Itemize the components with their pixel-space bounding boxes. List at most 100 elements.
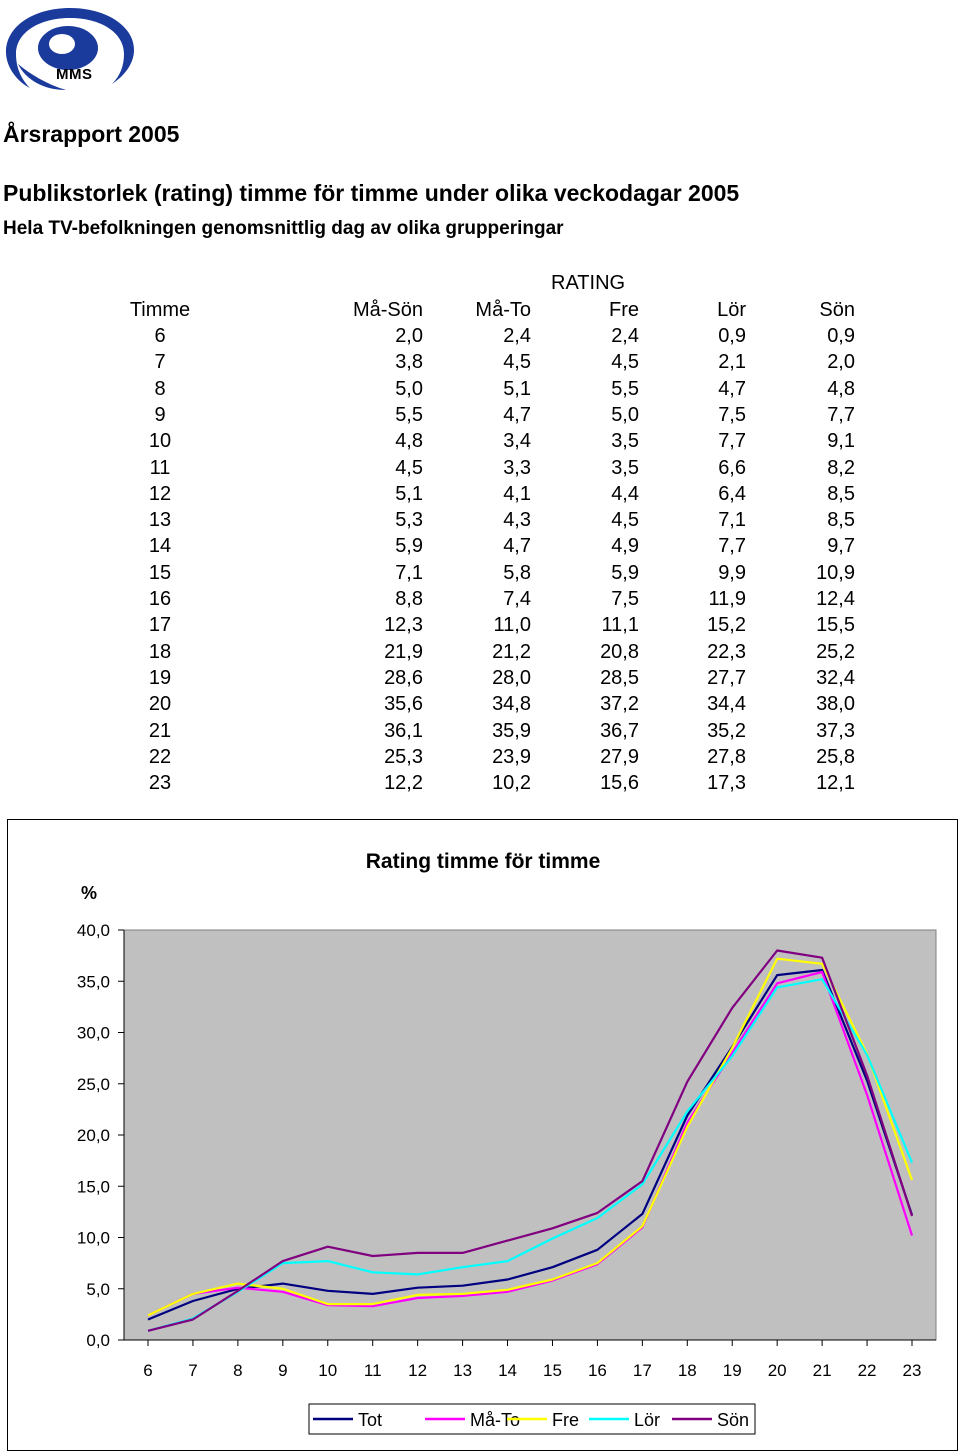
x-tick-label: 17 bbox=[633, 1361, 652, 1380]
table-cell-ma-son: 28,6 bbox=[384, 666, 423, 689]
table-cell-lor: 34,4 bbox=[707, 693, 746, 716]
table-header-ma-son: Må-Sön bbox=[352, 299, 423, 321]
x-tick-label: 10 bbox=[318, 1361, 337, 1380]
table-cell-lor: 6,6 bbox=[718, 456, 746, 479]
table-cell-son: 38,0 bbox=[816, 693, 855, 716]
table-cell-ma-to: 7,4 bbox=[503, 588, 531, 610]
table-cell-ma-son: 5,9 bbox=[395, 535, 423, 558]
table-cell-fre: 36,7 bbox=[600, 719, 639, 742]
table-cell-ma-to: 28,0 bbox=[492, 666, 531, 689]
table-cell-son: 12,4 bbox=[816, 588, 855, 610]
table-cell-fre: 2,4 bbox=[611, 325, 639, 347]
table-cell-fre: 4,5 bbox=[611, 509, 639, 532]
table-cell-son: 10,9 bbox=[816, 561, 855, 584]
table-cell-son: 8,5 bbox=[827, 482, 855, 505]
table-cell-hour: 9 bbox=[154, 403, 166, 426]
table-cell-son: 4,8 bbox=[827, 377, 855, 400]
table-cell-ma-to: 4,7 bbox=[503, 535, 531, 558]
table-cell-lor: 7,5 bbox=[718, 403, 746, 426]
table-cell-ma-to: 10,2 bbox=[492, 772, 531, 795]
table-cell-lor: 11,9 bbox=[708, 588, 746, 610]
table-cell-lor: 0,9 bbox=[718, 325, 746, 347]
table-cell-son: 8,2 bbox=[827, 456, 855, 479]
table-cell-ma-son: 12,2 bbox=[384, 772, 423, 795]
table-cell-ma-son: 5,0 bbox=[395, 377, 423, 400]
table-cell-ma-to: 4,1 bbox=[503, 482, 531, 505]
table-cell-ma-son: 7,1 bbox=[395, 561, 423, 584]
series-line-m-to bbox=[147, 970, 914, 1317]
table-cell-ma-to: 3,3 bbox=[503, 456, 531, 479]
y-tick-label: 10,0 bbox=[77, 1229, 110, 1248]
chart-title: Rating timme för timme bbox=[366, 850, 601, 873]
logo-text: MMS bbox=[56, 66, 93, 83]
table-cell-ma-to: 4,5 bbox=[503, 351, 531, 374]
table-header-lor: Lör bbox=[717, 299, 746, 321]
table-cell-fre: 5,9 bbox=[611, 561, 639, 584]
table-cell-fre: 3,5 bbox=[611, 430, 639, 453]
y-tick-label: 40,0 bbox=[77, 921, 110, 940]
table-cell-lor: 17,3 bbox=[707, 772, 746, 795]
x-tick-label: 21 bbox=[813, 1361, 832, 1380]
y-tick-label: 30,0 bbox=[77, 1024, 110, 1043]
table-cell-ma-to: 2,4 bbox=[503, 325, 531, 347]
table-cell-fre: 3,5 bbox=[611, 456, 639, 479]
series-line-l-r bbox=[147, 978, 914, 1332]
table-cell-lor: 27,8 bbox=[707, 745, 746, 768]
y-tick-label: 0,0 bbox=[86, 1331, 110, 1350]
y-tick-label: 25,0 bbox=[77, 1075, 110, 1094]
table-cell-hour: 15 bbox=[148, 561, 172, 584]
table-cell-ma-son: 25,3 bbox=[384, 745, 423, 768]
table-cell-son: 9,1 bbox=[827, 430, 855, 453]
table-cell-ma-son: 5,1 bbox=[395, 482, 423, 505]
x-tick-label: 19 bbox=[723, 1361, 742, 1380]
mms-logo-icon bbox=[6, 8, 134, 90]
x-tick-label: 16 bbox=[588, 1361, 607, 1380]
table-cell-ma-to: 5,1 bbox=[503, 377, 531, 400]
table-header-timme: Timme bbox=[129, 299, 191, 321]
table-cell-ma-to: 4,7 bbox=[503, 403, 531, 426]
table-cell-ma-to: 21,2 bbox=[492, 640, 531, 663]
table-cell-lor: 27,7 bbox=[707, 666, 746, 689]
x-tick-label: 18 bbox=[678, 1361, 697, 1380]
table-cell-ma-to: 3,4 bbox=[503, 430, 531, 453]
table-header-son: Sön bbox=[819, 299, 855, 321]
table-cell-ma-to: 4,3 bbox=[503, 509, 531, 532]
y-tick-label: 15,0 bbox=[77, 1177, 110, 1196]
table-cell-hour: 22 bbox=[148, 745, 172, 768]
x-tick-label: 22 bbox=[858, 1361, 877, 1380]
table-cell-hour: 8 bbox=[154, 377, 166, 400]
legend-label: Lör bbox=[634, 1410, 660, 1430]
table-cell-hour: 10 bbox=[148, 430, 172, 453]
table-cell-son: 9,7 bbox=[827, 535, 855, 558]
table-cell-hour: 19 bbox=[148, 666, 172, 689]
table-cell-son: 25,2 bbox=[816, 640, 855, 663]
table-cell-hour: 16 bbox=[148, 588, 172, 610]
series-line-tot bbox=[147, 968, 914, 1321]
page-title: Publikstorlek (rating) timme för timme u… bbox=[3, 180, 740, 206]
x-tick-label: 7 bbox=[188, 1361, 197, 1380]
table-cell-fre: 20,8 bbox=[600, 640, 639, 663]
x-tick-label: 11 bbox=[364, 1361, 382, 1380]
table-cell-hour: 17 bbox=[148, 614, 172, 637]
table-cell-son: 32,4 bbox=[816, 666, 855, 689]
x-tick-label: 23 bbox=[903, 1361, 922, 1380]
series-line-s-n bbox=[147, 949, 914, 1332]
table-cell-fre: 28,5 bbox=[600, 666, 639, 689]
table-cell-son: 25,8 bbox=[816, 745, 855, 768]
table-cell-fre: 4,4 bbox=[611, 482, 639, 505]
table-cell-ma-son: 36,1 bbox=[384, 719, 423, 742]
table-cell-fre: 7,5 bbox=[611, 588, 639, 610]
table-cell-lor: 7,1 bbox=[718, 509, 746, 532]
x-tick-label: 13 bbox=[453, 1361, 472, 1380]
x-tick-label: 9 bbox=[278, 1361, 287, 1380]
legend-label: Tot bbox=[358, 1410, 382, 1430]
table-cell-fre: 4,9 bbox=[611, 535, 639, 558]
table-cell-fre: 11,1 bbox=[601, 614, 639, 637]
table-cell-ma-son: 21,9 bbox=[384, 640, 423, 663]
table-cell-fre: 5,5 bbox=[611, 377, 639, 400]
x-tick-label: 6 bbox=[143, 1361, 152, 1380]
table-cell-ma-to: 11,0 bbox=[493, 614, 531, 637]
x-tick-label: 20 bbox=[768, 1361, 787, 1380]
table-cell-son: 37,3 bbox=[816, 719, 855, 742]
y-tick-label: 20,0 bbox=[77, 1126, 110, 1145]
